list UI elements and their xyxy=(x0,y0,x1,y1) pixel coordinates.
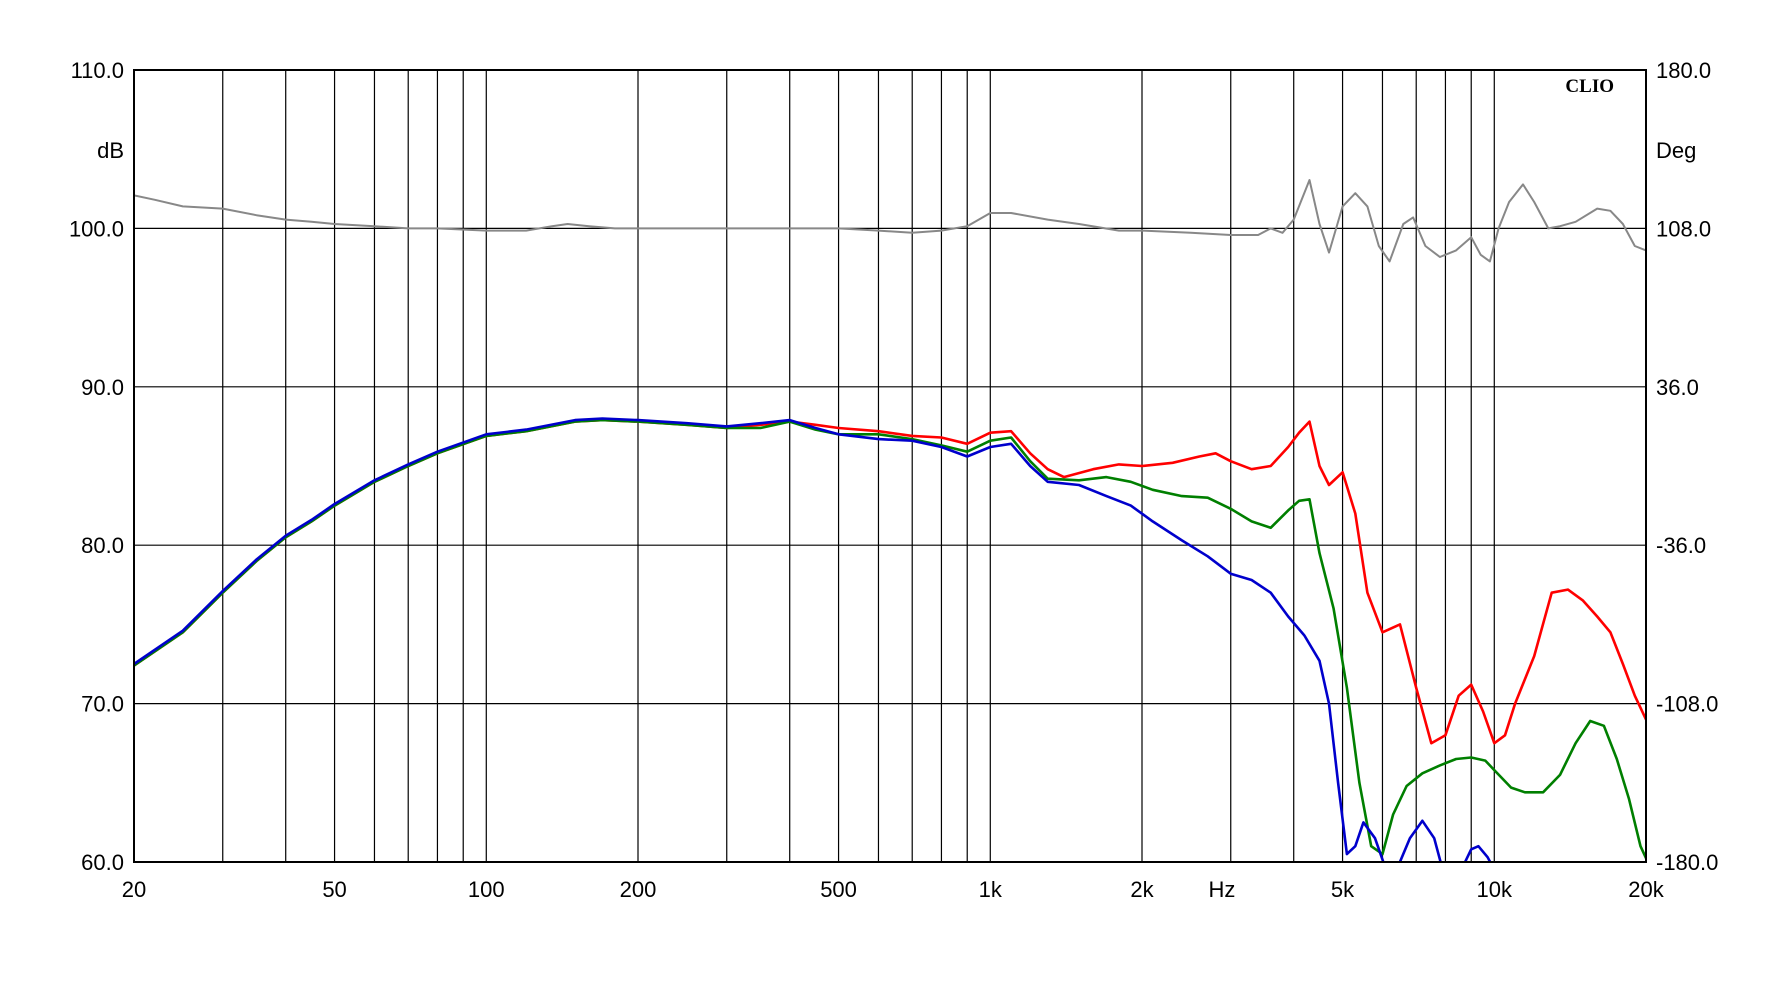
grid xyxy=(134,69,1646,863)
x-tick-label: 500 xyxy=(820,877,857,902)
x-tick-label: 50 xyxy=(322,877,346,902)
y-left-tick-label: 110.0 xyxy=(71,58,124,83)
x-tick-label: 20 xyxy=(122,877,146,902)
y-left-tick-label: 80.0 xyxy=(81,533,124,558)
y-right-tick-label: -108.0 xyxy=(1656,692,1718,717)
x-tick-label: 1k xyxy=(979,877,1003,902)
y-left-tick-label: 60.0 xyxy=(81,850,124,875)
y-right-tick-label: -36.0 xyxy=(1656,533,1706,558)
y-right-tick-label: 108.0 xyxy=(1656,216,1711,241)
series-layer xyxy=(134,179,1646,862)
y-right-tick-label: 36.0 xyxy=(1656,375,1699,400)
axis-labels: 20 50 100 200 500 1k 2k 5k 10k 20k Hz 110.0 100.0 90.… xyxy=(69,58,1718,902)
y-left-tick-label: 90.0 xyxy=(81,375,124,400)
series-line-3 xyxy=(134,417,1492,862)
x-tick-label: 100 xyxy=(468,877,505,902)
series-line-2 xyxy=(134,418,1646,862)
y-right-tick-label: -180.0 xyxy=(1656,850,1718,875)
x-tick-label: 10k xyxy=(1477,877,1513,902)
y-left-tick-label: 100.0 xyxy=(69,216,124,241)
series-line-4 xyxy=(134,179,1646,263)
x-unit-label: Hz xyxy=(1209,877,1236,902)
y-left-unit-label: dB xyxy=(97,138,124,163)
x-tick-label: 200 xyxy=(620,877,657,902)
y-right-tick-label: 180.0 xyxy=(1656,58,1711,83)
y-right-unit-label: Deg xyxy=(1656,138,1696,163)
brand-mark: CLIO xyxy=(1565,76,1614,97)
x-tick-label: 5k xyxy=(1331,877,1355,902)
plot-frame xyxy=(133,69,1647,863)
x-tick-label: 20k xyxy=(1628,877,1664,902)
x-tick-label: 2k xyxy=(1130,877,1154,902)
plot-area xyxy=(134,70,1646,862)
y-left-tick-label: 70.0 xyxy=(81,692,124,717)
